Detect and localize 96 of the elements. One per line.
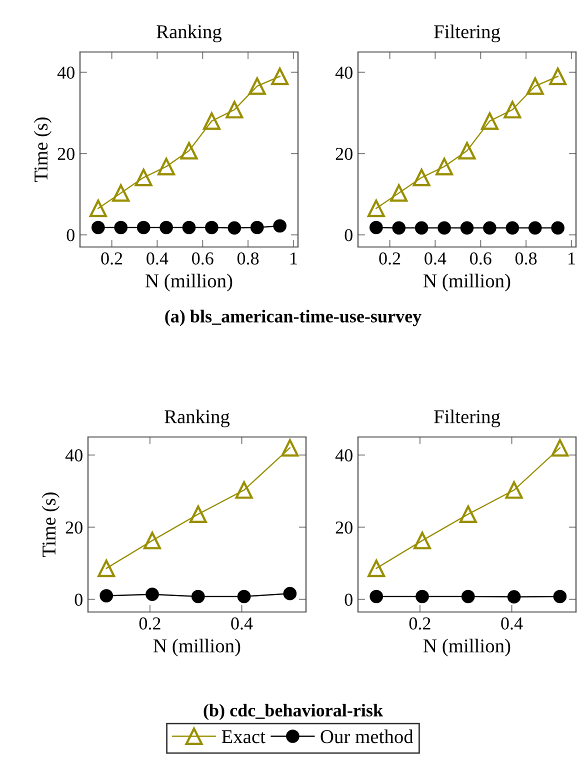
point [370,590,384,604]
point [112,184,130,202]
point [250,220,264,234]
point [134,168,152,186]
point [98,560,116,578]
x-tick-label: 0.4 [501,617,523,630]
x-tick-label: 0.2 [139,617,160,630]
point [228,221,242,235]
y-tick-label: 0 [344,229,352,242]
point [89,200,107,218]
text: (b) cdc_behavioral-risk [204,704,383,720]
x-tick-label: 0.4 [424,252,446,265]
point [551,221,564,235]
point [368,560,386,578]
point [237,590,251,604]
point [160,220,173,234]
point [283,586,297,600]
point [191,590,205,604]
point [136,220,150,234]
point [526,77,544,95]
point [182,220,196,234]
y-axis-title: Time (s) [42,492,60,558]
point [271,68,289,86]
y-tick-label: 0 [344,594,352,606]
y-tick-label: 20 [336,521,352,534]
point [370,220,383,234]
point [390,184,408,202]
point [92,220,105,234]
point [146,588,159,601]
x-axis-title: N (million) [424,274,510,292]
point [205,220,218,234]
y-tick-label: 40 [335,449,352,462]
point [505,481,523,499]
y-tick-label: 20 [58,148,74,160]
legend-label: Exact [222,730,266,744]
point [392,221,406,235]
y-tick-label: 0 [74,594,82,606]
y-tick-label: 40 [335,66,352,79]
x-axis-title: N (million) [154,638,240,656]
chart-title: Ranking [156,24,222,42]
x-tick-label: 0.8 [237,252,259,265]
point [414,532,431,550]
point [202,112,220,130]
point [528,221,542,235]
x-tick-label: 0.6 [470,252,492,265]
point [100,589,114,602]
point [549,68,567,86]
point [458,142,476,160]
point [114,220,128,234]
point [553,590,567,604]
point [436,158,454,176]
point [461,590,475,604]
point [483,221,496,235]
x-tick-label: 0.8 [515,252,537,265]
point [460,221,474,235]
point [189,505,207,523]
x-tick-label: 1 [290,252,297,264]
point [438,221,451,235]
point [158,158,176,176]
x-tick-label: 0.2 [101,252,122,265]
y-tick-label: 0 [66,229,74,242]
x-tick-label: 0.4 [231,617,253,630]
x-tick-label: 0.2 [379,252,400,265]
x-tick-label: 1 [568,252,575,264]
point [248,77,266,95]
point [144,532,161,550]
point [412,168,430,186]
y-axis-title: Time (s) [34,117,52,182]
x-tick-label: 0.4 [146,252,168,265]
chart-title: Ranking [164,410,230,428]
point [414,221,428,235]
chart-title: Filtering [434,24,500,42]
y-tick-label: 20 [336,148,352,160]
y-tick-label: 40 [65,449,82,462]
point [507,590,521,604]
point [551,439,569,457]
point [281,439,299,457]
legend-label: Our method [320,730,414,744]
point [367,200,385,218]
x-tick-label: 0.6 [192,252,214,265]
point [506,221,520,235]
point [180,142,198,160]
x-tick-label: 0.2 [409,617,430,630]
chart-title: Filtering [434,410,500,428]
point [416,590,429,604]
point [480,112,498,130]
point [273,219,286,233]
point [504,100,522,118]
x-axis-title: N (million) [424,638,510,656]
point [459,505,477,523]
x-axis-title: N (million) [146,274,232,292]
y-tick-label: 20 [66,521,82,534]
text: (a) bls_american-time-use-survey [165,310,422,326]
point [235,481,253,499]
point [226,100,244,118]
y-tick-label: 40 [57,66,74,79]
